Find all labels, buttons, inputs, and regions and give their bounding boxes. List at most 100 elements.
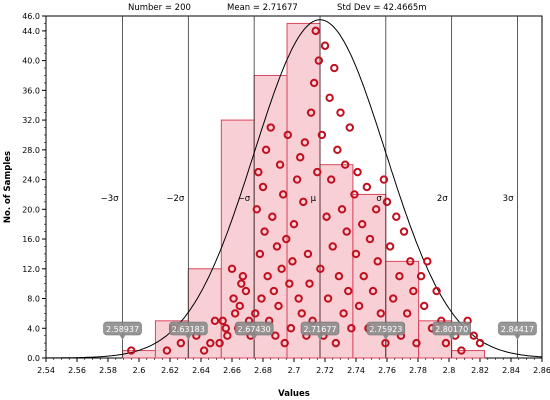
data-point: [221, 324, 231, 333]
data-point: [277, 264, 286, 273]
data-point: [230, 309, 240, 318]
data-point: [376, 309, 385, 318]
data-point: [285, 279, 294, 288]
data-point: [337, 205, 347, 214]
data-point: [350, 190, 359, 199]
x-tick-label: 2.82: [471, 366, 489, 375]
data-point: [235, 301, 244, 311]
sigma-label: −3σ: [101, 194, 120, 204]
data-point: [210, 316, 220, 326]
data-point: [274, 301, 283, 311]
header-mean: Mean = 2.71677: [227, 3, 298, 13]
data-point: [316, 264, 325, 273]
data-point: [334, 272, 344, 281]
data-point: [286, 324, 296, 333]
x-tick-label: 2.86: [533, 366, 550, 375]
data-point: [409, 286, 418, 296]
data-point: [441, 338, 451, 348]
x-tick-label: 2.8: [443, 366, 456, 375]
y-tick-label: 8.0: [27, 295, 40, 304]
x-tick-label: 2.54: [37, 366, 55, 375]
data-point: [328, 242, 337, 251]
x-tick-label: 2.64: [192, 366, 210, 375]
data-point: [362, 182, 372, 192]
x-tick-label: 2.58: [99, 366, 117, 375]
x-tick-label: 2.76: [378, 366, 396, 375]
x-tick-label: 2.72: [316, 366, 334, 375]
header-number: Number = 200: [128, 3, 191, 13]
data-point: [238, 272, 248, 281]
data-point: [358, 219, 367, 229]
sigma-marker: 2.67430: [234, 321, 274, 340]
y-tick-label: 40.0: [22, 57, 40, 66]
histogram-bar: [253, 74, 288, 359]
data-point: [420, 301, 429, 311]
sigma-marker-value: 2.71677: [303, 325, 336, 334]
x-tick-label: 2.74: [347, 366, 365, 375]
y-tick-label: 24.0: [22, 176, 40, 185]
data-point: [333, 145, 342, 155]
data-point: [347, 324, 356, 333]
data-point: [280, 338, 289, 348]
data-point: [251, 309, 260, 318]
data-point: [299, 197, 308, 207]
x-tick-label: 2.78: [409, 366, 427, 375]
data-point: [237, 279, 246, 288]
data-point: [344, 286, 353, 296]
data-point: [162, 346, 172, 355]
data-point: [331, 338, 341, 348]
y-tick-label: 36.0: [22, 86, 40, 95]
data-point: [282, 234, 291, 244]
data-point: [255, 249, 265, 259]
data-point: [320, 41, 330, 50]
histogram-bar: [451, 350, 485, 359]
data-point: [368, 286, 378, 296]
sigma-marker: 2.58937: [103, 321, 142, 340]
data-point: [127, 346, 136, 355]
data-point: [296, 153, 305, 162]
x-tick-label: 2.66: [223, 366, 241, 375]
data-point: [317, 130, 327, 140]
data-point: [412, 338, 421, 348]
data-point: [176, 338, 186, 348]
sigma-marker-pointer: [316, 335, 323, 340]
y-axis: 0.0 4.0 8.0 12.0 16.0 20.0 24.0 28.0 32.0 36.0 40.…: [22, 12, 46, 363]
sigma-marker-pointer: [448, 335, 455, 340]
data-point: [373, 257, 382, 266]
data-point: [294, 294, 303, 303]
data-point: [199, 346, 209, 355]
data-point: [263, 272, 272, 281]
data-point: [423, 257, 432, 266]
data-point: [241, 286, 251, 296]
sigma-marker-value: 2.84417: [501, 325, 534, 334]
sigma-markers: 2.58937 2.63183 2.67430 2.71677 2.75923 2.801…: [103, 321, 537, 340]
data-point: [257, 294, 266, 303]
data-point: [283, 130, 292, 140]
data-point: [271, 331, 280, 340]
data-point: [385, 242, 395, 251]
data-point: [309, 78, 319, 88]
sigma-marker: 2.80170: [432, 321, 471, 340]
data-point: [268, 212, 277, 221]
chart-header: Number = 200 Mean = 2.71677 Std Dev = 42…: [128, 3, 427, 13]
sigma-marker: 2.84417: [498, 321, 537, 340]
data-point: [288, 257, 297, 266]
sigma-label: σ: [376, 194, 382, 204]
sigma-label: −2σ: [166, 194, 185, 204]
data-point: [218, 316, 227, 326]
data-point: [227, 264, 237, 273]
y-tick-label: 16.0: [22, 235, 40, 244]
data-point: [399, 227, 409, 236]
sigma-marker-value: 2.80170: [435, 325, 468, 334]
y-tick-label: 0.0: [27, 354, 40, 363]
data-point: [354, 301, 364, 311]
data-point: [457, 346, 466, 355]
data-points: [127, 26, 485, 355]
data-point: [379, 175, 389, 184]
data-point: [381, 338, 390, 348]
data-point: [382, 197, 392, 207]
data-point: [292, 175, 302, 184]
data-point: [406, 257, 415, 266]
data-point: [260, 227, 269, 236]
data-point: [342, 227, 351, 236]
